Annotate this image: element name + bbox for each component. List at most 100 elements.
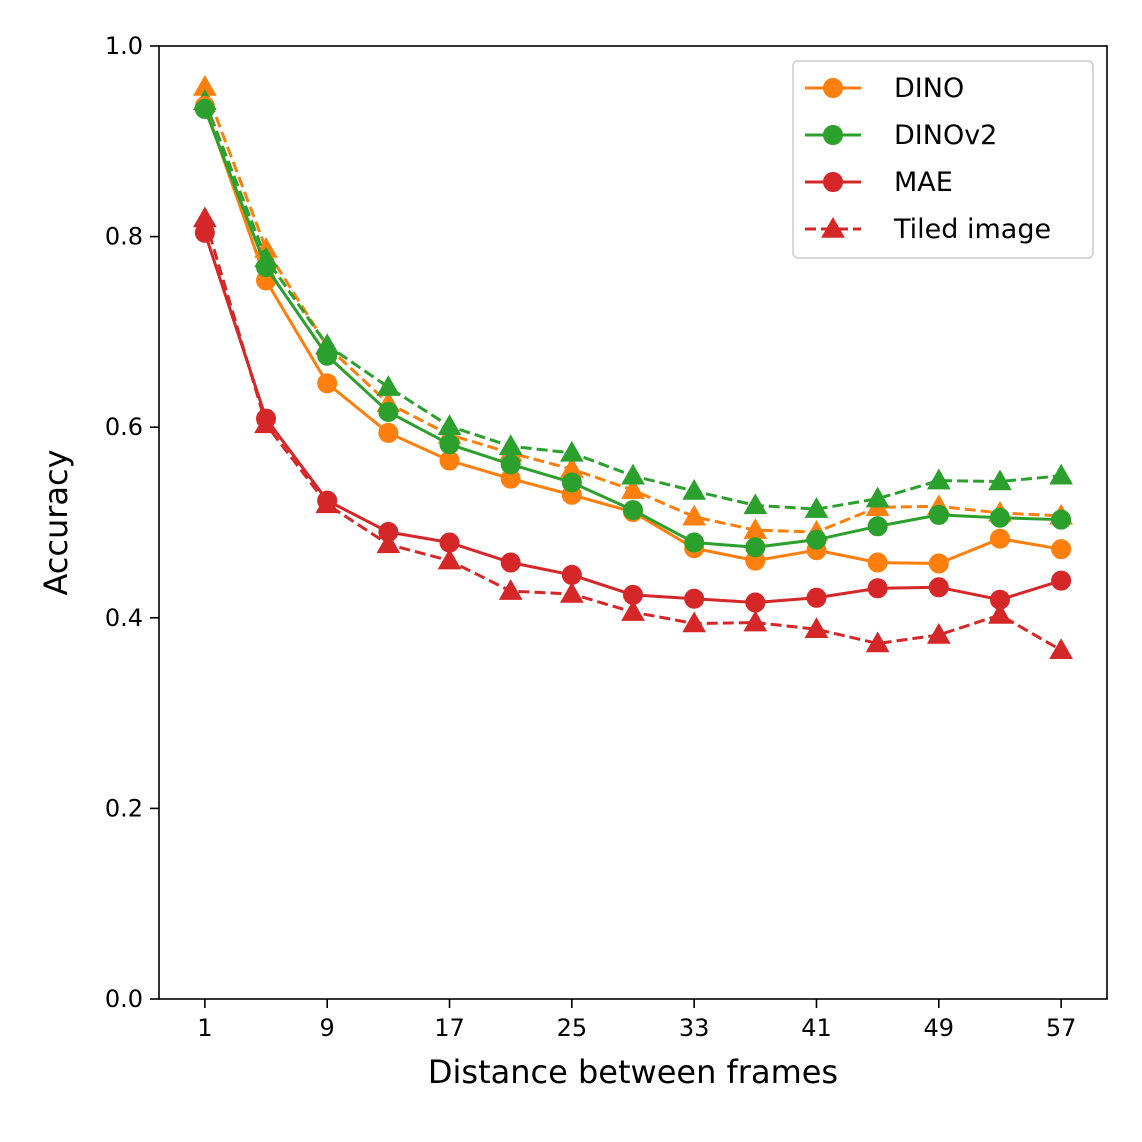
data-point <box>865 631 890 653</box>
data-point <box>684 588 705 609</box>
series-dinov2 <box>194 98 1072 558</box>
data-point <box>437 548 462 570</box>
x-tick-label: 17 <box>434 1014 465 1042</box>
series-mae <box>194 222 1072 613</box>
data-point <box>926 468 951 490</box>
data-point <box>621 463 645 485</box>
data-point <box>623 500 643 521</box>
x-tick-label: 41 <box>801 1014 832 1042</box>
data-point <box>928 577 949 598</box>
data-point <box>804 497 829 518</box>
data-point <box>865 486 890 508</box>
x-tick-label: 57 <box>1046 1014 1077 1042</box>
data-point <box>623 584 643 605</box>
data-point <box>1051 509 1072 530</box>
data-point <box>194 222 215 243</box>
legend-label: DINOv2 <box>894 120 997 151</box>
data-point <box>743 610 768 632</box>
legend-marker <box>821 216 845 238</box>
data-point <box>926 622 951 644</box>
data-point <box>561 564 582 585</box>
y-tick-label: 0.2 <box>105 794 143 822</box>
data-point <box>1051 570 1072 591</box>
legend: DINO DINOv2 MAE Tiled image <box>792 60 1094 259</box>
legend-entry-tiled-image: Tiled image <box>805 214 1051 245</box>
data-point <box>376 375 401 396</box>
data-point <box>317 490 338 511</box>
data-point <box>682 479 707 500</box>
x-tick-label: 49 <box>924 1014 955 1042</box>
x-tick-label: 9 <box>320 1014 335 1042</box>
series-line <box>203 232 1062 605</box>
data-point <box>500 454 521 475</box>
data-point <box>989 589 1010 610</box>
data-point <box>867 552 888 573</box>
y-tick-label: 0.4 <box>105 604 143 632</box>
data-point <box>682 611 707 633</box>
data-point <box>804 617 829 638</box>
data-point <box>988 602 1012 624</box>
data-point <box>376 532 401 554</box>
data-point <box>928 504 949 525</box>
legend-marker <box>823 172 843 192</box>
y-tick-label: 1.0 <box>105 32 143 60</box>
data-point <box>682 504 707 526</box>
y-tick-label: 0.6 <box>105 413 143 441</box>
legend-entry-dinov2: DINOv2 <box>805 120 997 151</box>
plot-area <box>193 74 1073 659</box>
data-point <box>621 478 645 499</box>
y-axis: 0.0 0.2 0.4 0.6 0.8 1.0 <box>105 32 159 1013</box>
data-point <box>559 581 584 603</box>
axes-frame <box>158 45 1108 1000</box>
legend-marker <box>823 125 843 145</box>
data-point <box>684 532 705 553</box>
series-tiled-image <box>193 206 1073 659</box>
data-point <box>378 401 399 422</box>
data-point <box>867 578 888 599</box>
data-point <box>439 434 460 455</box>
data-point <box>867 516 888 537</box>
y-tick-label: 0.0 <box>105 985 143 1013</box>
data-point <box>500 552 521 573</box>
y-tick-label: 0.8 <box>105 223 143 251</box>
data-point <box>256 408 277 429</box>
legend-entry-dino: DINO <box>805 73 964 104</box>
data-point <box>745 537 766 558</box>
data-point <box>317 345 338 366</box>
data-point <box>378 522 399 543</box>
data-point <box>745 592 766 613</box>
data-point <box>439 532 460 553</box>
data-point <box>498 434 523 456</box>
legend-marker <box>823 78 843 98</box>
data-point <box>806 529 827 550</box>
x-tick-label: 25 <box>557 1014 588 1042</box>
legend-label: DINO <box>894 73 964 104</box>
x-tick-label: 1 <box>197 1014 212 1042</box>
data-point <box>561 472 582 493</box>
data-point <box>378 422 399 443</box>
legend-label: MAE <box>894 167 953 198</box>
x-axis-label: Distance between frames <box>428 1053 838 1091</box>
data-point <box>989 507 1010 528</box>
data-point <box>928 553 949 574</box>
legend-box <box>792 60 1094 259</box>
data-point <box>317 373 338 394</box>
data-point <box>256 257 277 278</box>
data-point <box>806 587 827 608</box>
legend-entry-mae: MAE <box>805 167 953 198</box>
data-point <box>1049 463 1073 485</box>
x-tick-label: 33 <box>679 1014 710 1042</box>
data-point <box>743 493 768 515</box>
data-point <box>498 579 523 600</box>
data-point <box>1051 539 1072 560</box>
data-point <box>1049 638 1073 659</box>
data-point <box>437 414 462 435</box>
legend-label: Tiled image <box>893 214 1051 245</box>
data-point <box>988 469 1012 491</box>
data-point <box>621 600 645 621</box>
data-point <box>989 528 1010 549</box>
data-point <box>194 98 215 119</box>
y-axis-label: Accuracy <box>37 449 75 595</box>
x-axis: 1 9 17 25 33 41 49 57 <box>197 999 1076 1042</box>
data-point <box>559 440 584 462</box>
